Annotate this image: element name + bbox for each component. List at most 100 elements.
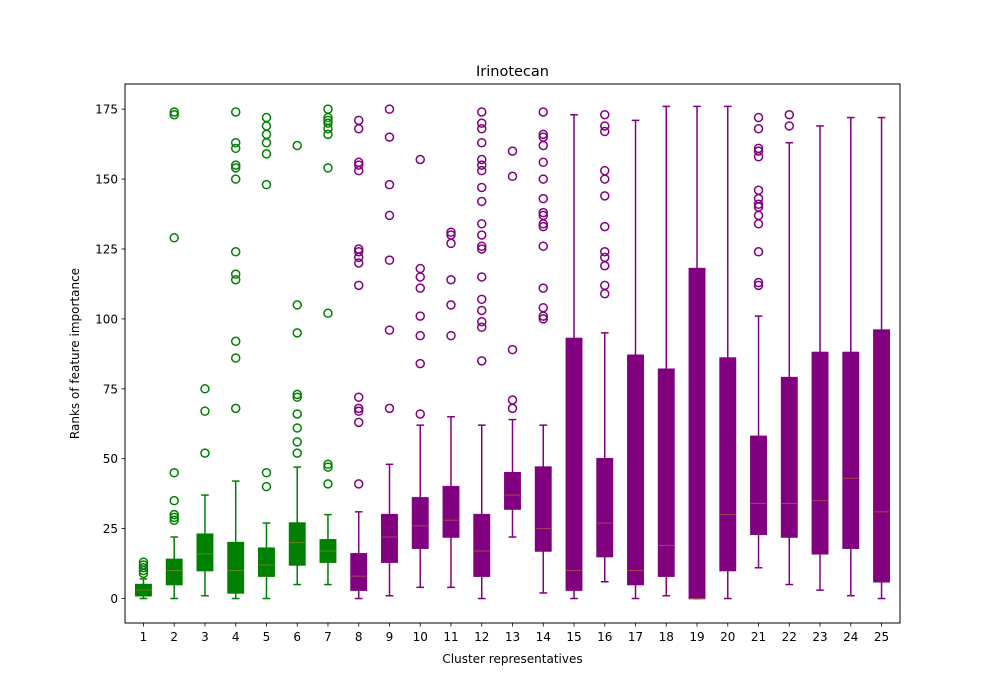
- outlier-point: [476, 230, 487, 240]
- plot-content: [135, 104, 890, 600]
- outlier-point: [353, 280, 364, 291]
- y-axis-label: Ranks of feature importance: [68, 268, 82, 439]
- outlier-point: [600, 121, 610, 131]
- outlier-point: [353, 392, 364, 402]
- outlier-point: [600, 252, 610, 263]
- outlier-point: [384, 104, 395, 114]
- outlier-point: [753, 143, 764, 154]
- y-tick-label: 50: [103, 452, 118, 466]
- y-tick-label: 100: [95, 312, 118, 326]
- box: [596, 457, 614, 558]
- outlier-point: [415, 358, 425, 369]
- outlier-point: [169, 233, 179, 243]
- outlier-point: [138, 563, 149, 573]
- x-tick-label: 8: [355, 630, 363, 644]
- y-tick-label: 175: [95, 103, 118, 117]
- outlier-point: [446, 230, 456, 240]
- outlier-point: [353, 417, 364, 428]
- outlier-point: [476, 137, 487, 148]
- outlier-point: [292, 140, 302, 151]
- outlier-point: [138, 557, 149, 567]
- box: [411, 497, 429, 549]
- outlier-point: [753, 247, 764, 257]
- outlier-point: [476, 219, 487, 229]
- outlier-point: [600, 110, 610, 120]
- box-group-15: [565, 114, 583, 600]
- outlier-point: [261, 481, 272, 492]
- box: [381, 513, 398, 563]
- box: [750, 435, 767, 535]
- outlier-point: [476, 160, 487, 170]
- outlier-point: [230, 143, 241, 154]
- box: [165, 558, 183, 586]
- outlier-point: [600, 221, 610, 232]
- outlier-point: [507, 171, 518, 182]
- box: [811, 351, 829, 555]
- outlier-point: [538, 302, 549, 313]
- box-group-17: [627, 119, 644, 600]
- x-tick-label: 13: [505, 630, 520, 644]
- outlier-point: [292, 448, 302, 458]
- outlier-point: [446, 330, 456, 341]
- box: [842, 351, 860, 549]
- box-group-22: [780, 110, 798, 586]
- outlier-point: [292, 409, 302, 419]
- x-tick-label: 6: [293, 630, 301, 644]
- box-group-21: [750, 112, 767, 569]
- x-tick-label: 18: [659, 630, 674, 644]
- outlier-point: [476, 165, 487, 176]
- outlier-point: [230, 274, 241, 285]
- x-tick-label: 19: [689, 630, 704, 644]
- x-tick-label: 25: [874, 630, 889, 644]
- outlier-point: [415, 154, 425, 165]
- outlier-point: [230, 174, 241, 184]
- outlier-point: [292, 392, 302, 402]
- box: [627, 354, 644, 586]
- outlier-point: [323, 462, 333, 472]
- outlier-point: [538, 221, 549, 232]
- outlier-point: [538, 283, 549, 293]
- outlier-point: [538, 174, 549, 184]
- outlier-point: [292, 437, 302, 447]
- outlier-point: [292, 423, 302, 433]
- outlier-point: [353, 406, 364, 416]
- outlier-point: [230, 163, 241, 173]
- outlier-point: [169, 509, 179, 520]
- box: [780, 376, 798, 538]
- outlier-point: [169, 110, 179, 120]
- outlier-point: [476, 322, 487, 333]
- outlier-point: [261, 149, 272, 159]
- outlier-point: [353, 258, 364, 268]
- x-tick-label: 17: [628, 630, 643, 644]
- outlier-point: [538, 207, 549, 218]
- outlier-point: [292, 328, 302, 338]
- box-group-12: [473, 107, 491, 600]
- outlier-point: [476, 316, 487, 327]
- x-tick-label: 1: [140, 630, 148, 644]
- outlier-point: [230, 269, 241, 279]
- box-group-14: [534, 107, 552, 594]
- outlier-point: [538, 241, 549, 251]
- box-group-23: [811, 125, 829, 591]
- outlier-point: [415, 263, 425, 274]
- outlier-point: [538, 157, 549, 168]
- outlier-point: [353, 403, 364, 414]
- outlier-point: [507, 146, 518, 156]
- box: [196, 533, 214, 572]
- outlier-point: [753, 112, 764, 123]
- box: [565, 337, 583, 591]
- outlier-point: [292, 300, 302, 310]
- box-group-20: [719, 105, 737, 600]
- outlier-point: [353, 160, 364, 170]
- x-tick-label: 24: [843, 630, 858, 644]
- outlier-point: [323, 129, 333, 140]
- outlier-point: [384, 255, 395, 265]
- x-tick-label: 11: [443, 630, 458, 644]
- box-group-24: [842, 116, 860, 597]
- outlier-point: [230, 107, 241, 117]
- y-tick-label: 125: [95, 242, 118, 256]
- outlier-point: [200, 384, 210, 394]
- x-tick-label: 22: [782, 630, 797, 644]
- outlier-point: [476, 241, 487, 251]
- outlier-point: [507, 395, 518, 405]
